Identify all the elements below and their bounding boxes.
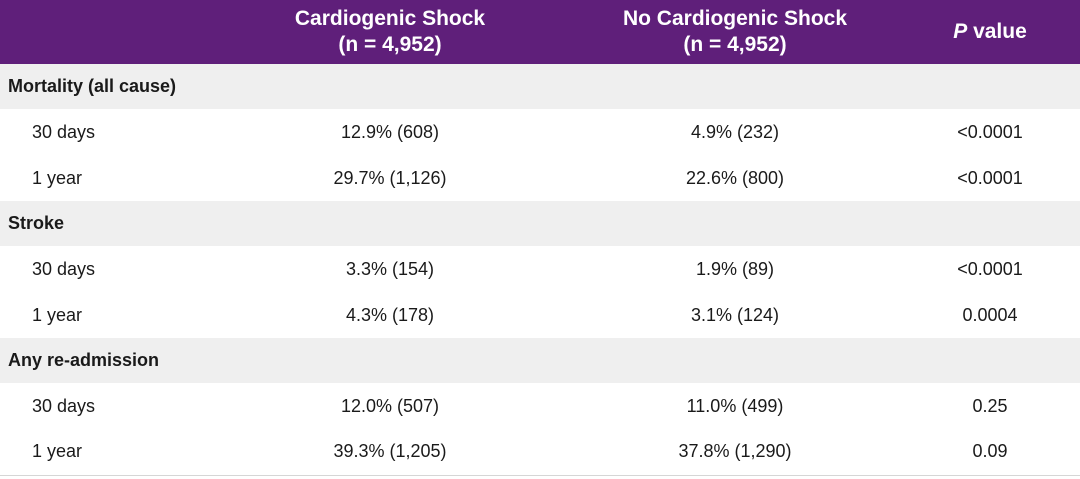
header-cs-count: (n = 4,952): [338, 33, 442, 56]
header-p-value: P value: [900, 0, 1080, 64]
p-value: <0.0001: [957, 167, 1023, 188]
table-row: 1 year 4.3% (178) 3.1% (124) 0.0004: [0, 292, 1080, 338]
table-row: 1 year 39.3% (1,205) 37.8% (1,290) 0.09: [0, 429, 1080, 476]
header-p-rest: value: [967, 20, 1027, 43]
header-blank-cell: [0, 0, 210, 64]
row-label: 1 year: [0, 429, 210, 476]
section-row-readmission: Any re-admission: [0, 338, 1080, 383]
p-value: 0.09: [900, 429, 1080, 476]
header-no-cardiogenic-shock: No Cardiogenic Shock (n = 4,952): [570, 0, 900, 64]
row-label: 30 days: [32, 121, 96, 142]
cs-value: 4.3% (178): [345, 304, 435, 325]
ncs-value: 37.8% (1,290): [570, 429, 900, 476]
ncs-value: 1.9% (89): [695, 258, 775, 279]
table-row: 1 year 29.7% (1,126) 22.6% (800) <0.0001: [0, 155, 1080, 201]
p-value: 0.25: [972, 395, 1008, 416]
header-ncs-count: (n = 4,952): [683, 33, 787, 56]
cs-value: 3.3% (154): [345, 258, 435, 279]
p-value: <0.0001: [957, 121, 1023, 142]
header-cs-title: Cardiogenic Shock: [294, 7, 486, 30]
header-cardiogenic-shock: Cardiogenic Shock (n = 4,952): [210, 0, 570, 64]
table-row: 30 days 12.0% (507) 11.0% (499) 0.25: [0, 383, 1080, 429]
cs-value: 12.9% (608): [340, 121, 440, 142]
ncs-value: 4.9% (232): [690, 121, 780, 142]
row-label: 1 year: [32, 167, 83, 188]
ncs-value: 11.0% (499): [686, 395, 784, 416]
table-row: 30 days 12.9% (608) 4.9% (232) <0.0001: [0, 109, 1080, 155]
row-label: 1 year: [32, 304, 83, 325]
section-title: Any re-admission: [8, 350, 160, 370]
section-title: Stroke: [8, 213, 65, 233]
table-row: 30 days 3.3% (154) 1.9% (89) <0.0001: [0, 246, 1080, 292]
row-label: 30 days: [32, 258, 96, 279]
ncs-value: 22.6% (800): [685, 167, 785, 188]
p-value: 0.0004: [962, 304, 1018, 325]
cs-value: 39.3% (1,205): [210, 429, 570, 476]
section-title: Mortality (all cause): [8, 76, 177, 96]
cs-value: 12.0% (507): [340, 395, 440, 416]
section-row-mortality: Mortality (all cause): [0, 64, 1080, 109]
ncs-value: 3.1% (124): [690, 304, 780, 325]
header-ncs-title: No Cardiogenic Shock: [622, 7, 848, 30]
table-body: Mortality (all cause) 30 days 12.9% (608…: [0, 64, 1080, 476]
table-header: Cardiogenic Shock (n = 4,952) No Cardiog…: [0, 0, 1080, 64]
row-label: 30 days: [32, 395, 96, 416]
p-value: <0.0001: [957, 258, 1023, 279]
header-p-italic: P: [953, 20, 968, 43]
section-row-stroke: Stroke: [0, 201, 1080, 246]
cs-value: 29.7% (1,126): [333, 167, 447, 188]
header-row: Cardiogenic Shock (n = 4,952) No Cardiog…: [0, 0, 1080, 64]
